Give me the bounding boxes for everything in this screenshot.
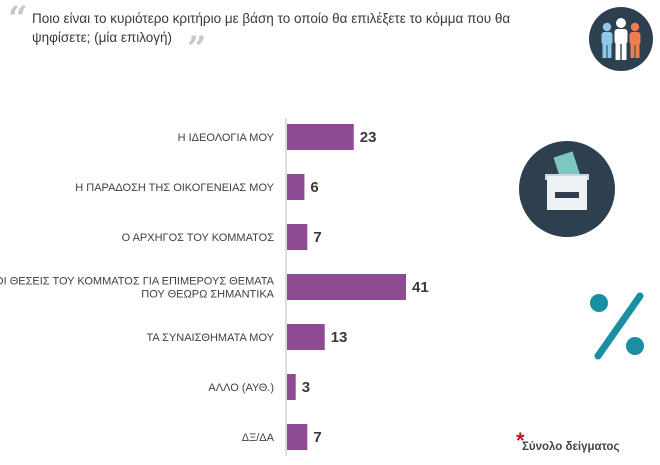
data-label-3: 7: [313, 229, 321, 246]
data-label-5: 13: [331, 329, 348, 346]
ballot-box-icon: [519, 141, 615, 237]
footnote-text: Σύνολο δείγματος: [522, 441, 620, 453]
sample-footnote: * Σύνολο δείγματος: [516, 428, 620, 453]
bar-2: [287, 174, 305, 200]
bar-5: [287, 324, 325, 350]
percent-icon: [590, 292, 644, 360]
survey-question: Ποιο είναι το κυριότερο κριτήριο με βάση…: [32, 9, 532, 47]
category-label-5: ΤΑ ΣΥΝΑΙΣΘΗΜΑΤΑ ΜΟΥ: [146, 332, 274, 344]
bar-7: [287, 424, 308, 450]
bar-4: [287, 274, 406, 300]
bar-1: [287, 124, 354, 150]
data-label-6: 3: [302, 379, 310, 396]
data-label-7: 7: [313, 429, 321, 446]
data-label-2: 6: [310, 179, 318, 196]
quote-close-mark: ”: [187, 29, 207, 69]
quote-open-mark: “: [8, 0, 28, 39]
category-label-7: ΔΞ/ΔΑ: [242, 432, 275, 444]
asterisk-icon: *: [516, 428, 525, 453]
question-line-1: Ποιο είναι το κυριότερο κριτήριο με βάση…: [32, 11, 511, 26]
category-label-1: Η ΙΔΕΟΛΟΓΙΑ ΜΟΥ: [178, 132, 275, 144]
category-label-4-line-2: ΠΟΥ ΘΕΩΡΩ ΣΗΜΑΝΤΙΚΑ: [141, 289, 274, 301]
bar-3: [287, 224, 308, 250]
category-label-3: Ο ΑΡΧΗΓΟΣ ΤΟΥ ΚΟΜΜΑΤΟΣ: [122, 232, 275, 244]
category-label-2: Η ΠΑΡΑΔΟΣΗ ΤΗΣ ΟΙΚΟΓΕΝΕΙΑΣ ΜΟΥ: [75, 182, 274, 194]
category-label-6: ΑΛΛΟ (ΑΥΘ.): [208, 382, 274, 394]
people-group-icon: [589, 7, 653, 71]
category-label-4-line-1: ΟΙ ΘΕΣΕΙΣ ΤΟΥ ΚΟΜΜΑΤΟΣ ΓΙΑ ΕΠΙΜΕΡΟΥΣ ΘΕΜ…: [0, 276, 275, 288]
data-label-4: 41: [412, 279, 429, 296]
question-line-2: ψηφίσετε; (μία επιλογή): [32, 30, 173, 45]
data-label-1: 23: [360, 129, 377, 146]
bar-6: [287, 374, 296, 400]
